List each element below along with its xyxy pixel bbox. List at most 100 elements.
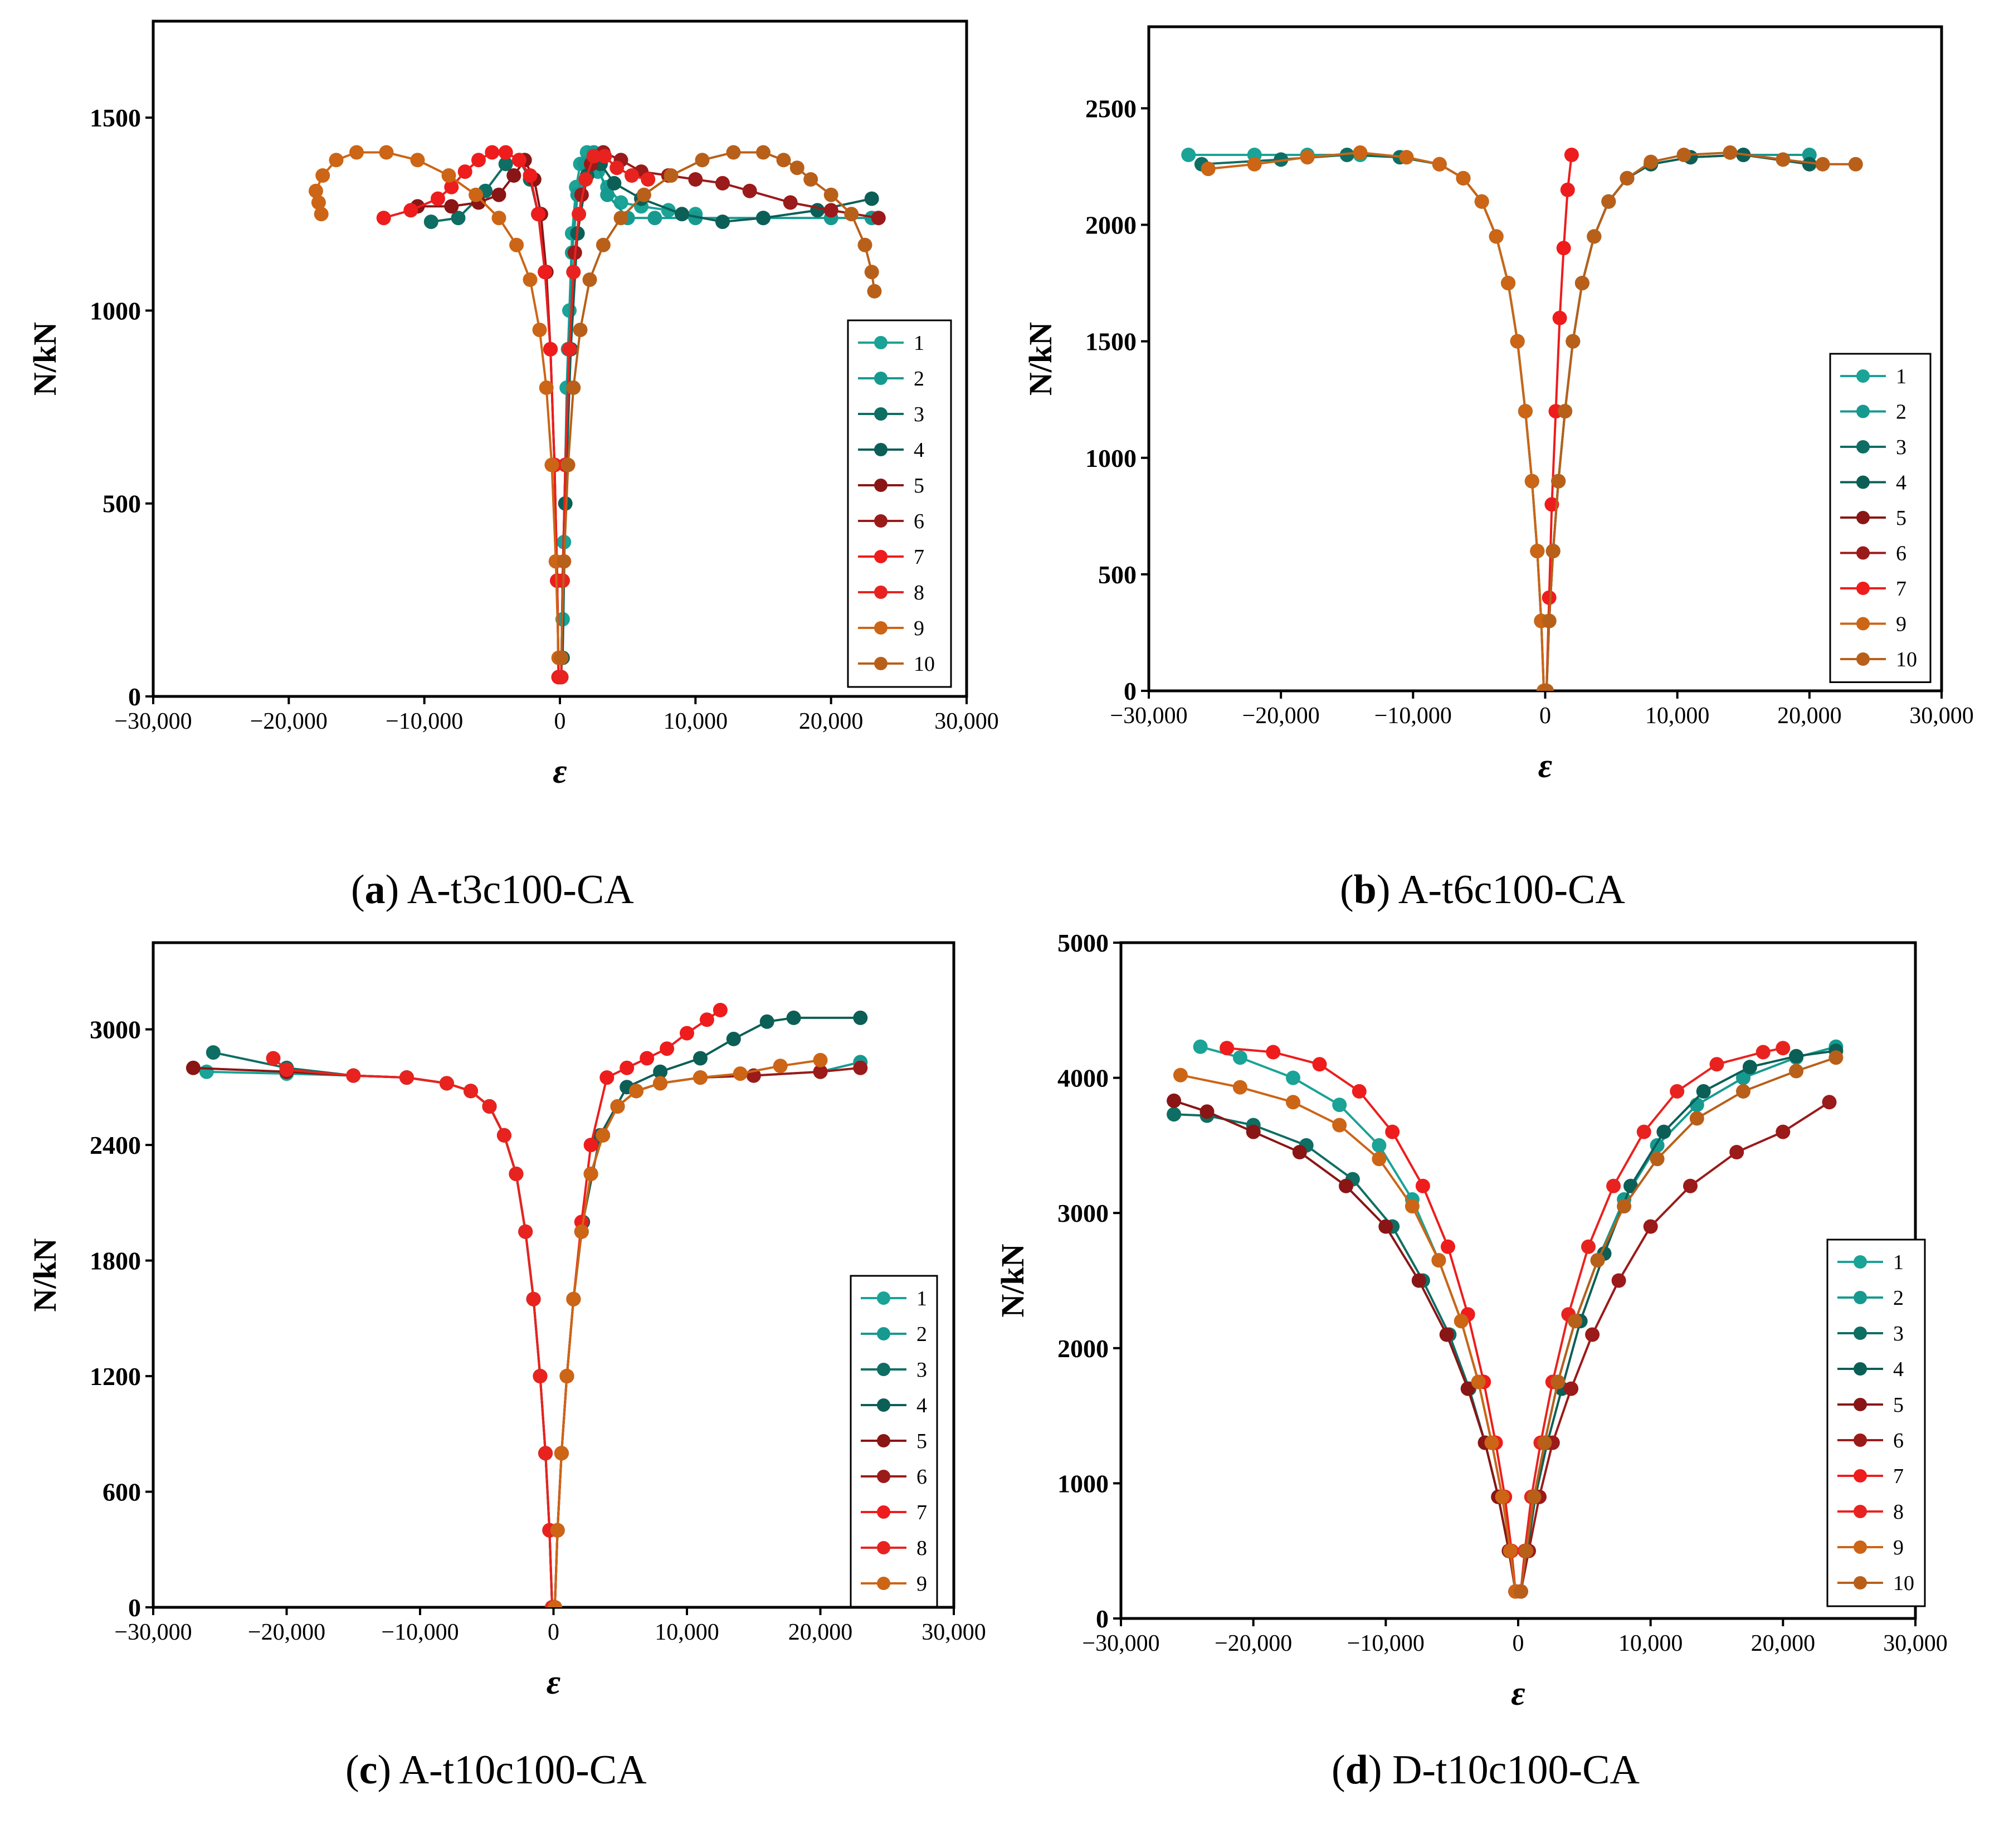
data-point-10	[1620, 170, 1635, 186]
data-point-9	[1399, 150, 1414, 165]
legend: 1 2 3 4 5 6 7 8 9 10	[1826, 1238, 1926, 1607]
legend-marker-8	[874, 586, 888, 599]
x-tick-label: 20,000	[788, 1620, 853, 1645]
data-point-8	[625, 168, 639, 183]
plot-frame	[1119, 941, 1917, 1620]
data-point-5	[1378, 1219, 1393, 1234]
data-point-9	[1489, 229, 1504, 244]
legend-marker-5	[874, 479, 888, 492]
legend-box	[847, 319, 952, 688]
data-point-8	[586, 149, 601, 164]
data-point-10	[1537, 1435, 1552, 1450]
data-point-7	[1312, 1057, 1327, 1072]
data-point-9	[1510, 334, 1525, 349]
data-point-10	[726, 145, 741, 160]
plot-frame	[152, 941, 955, 1609]
data-point-8	[1709, 1057, 1724, 1072]
data-point-10	[1574, 276, 1589, 291]
data-point-8	[538, 1446, 553, 1461]
data-point-1	[1181, 148, 1196, 162]
legend-label-4: 4	[916, 1394, 927, 1417]
data-point-8	[578, 172, 593, 187]
data-point-9	[349, 145, 364, 160]
data-point-9	[311, 195, 326, 210]
data-point-6	[853, 1060, 868, 1075]
data-point-5	[491, 187, 506, 202]
x-axis-label: ε	[1538, 747, 1552, 785]
series-line-5	[417, 158, 560, 677]
data-point-6	[1822, 1095, 1837, 1110]
x-tick-label: 0	[548, 1620, 559, 1645]
legend-label-2: 2	[914, 367, 924, 391]
data-point-5	[1246, 1124, 1261, 1139]
data-point-10	[864, 265, 879, 280]
data-point-10	[1545, 544, 1561, 559]
x-tick-label: 30,000	[1909, 703, 1974, 729]
legend-label-7: 7	[914, 545, 924, 569]
data-point-6	[813, 1064, 828, 1079]
y-tick-label: 2000	[1085, 211, 1137, 240]
data-point-8	[399, 1070, 414, 1085]
data-point-8	[566, 265, 581, 280]
x-tick-label: 30,000	[1883, 1631, 1948, 1656]
data-point-9	[1501, 276, 1516, 291]
legend-marker-7	[877, 1505, 890, 1519]
data-point-9	[1530, 544, 1545, 559]
series-line-9	[314, 151, 560, 658]
data-point-1	[199, 1064, 214, 1079]
data-point-10	[1736, 1084, 1750, 1099]
data-point-8	[439, 1076, 454, 1091]
data-point-6	[1564, 1381, 1579, 1396]
y-tick-label: 600	[103, 1478, 141, 1506]
y-tick-label: 1500	[90, 104, 141, 132]
data-point-10	[664, 168, 679, 183]
legend-marker-7	[1854, 1469, 1867, 1483]
series-line-10	[1545, 151, 1856, 691]
data-point-10	[695, 153, 710, 168]
data-point-7	[640, 1051, 655, 1066]
series-line-7	[383, 151, 560, 677]
data-point-3	[1339, 148, 1354, 162]
legend-marker-10	[1854, 1576, 1867, 1589]
legend-marker-1	[1854, 1255, 1867, 1269]
legend: 1 2 3 4 5 6 7 8 9 10	[847, 319, 952, 688]
legend-marker-9	[877, 1577, 890, 1590]
data-point-8	[609, 160, 625, 175]
data-point-10	[1828, 1050, 1844, 1065]
chart-panel-b: −30,000 −20,000 −10,000 0 10,000 20,000 30,000…	[1022, 25, 1974, 785]
x-tick-label: −30,000	[114, 709, 192, 734]
data-point-7	[583, 1138, 598, 1153]
data-point-9	[1372, 1152, 1387, 1167]
legend-label-5: 5	[916, 1430, 927, 1453]
legend-marker-2	[874, 372, 888, 385]
chart-panel-a: −30,000 −20,000 −10,000 0 10,000 20,000 30,000…	[27, 19, 999, 791]
legend-label-4: 4	[914, 438, 924, 462]
data-point-7	[1266, 1045, 1281, 1060]
data-point-4	[864, 191, 879, 206]
data-point-7	[1556, 241, 1571, 256]
data-point-8	[1670, 1084, 1685, 1099]
x-axis-label: ε	[547, 1664, 560, 1701]
data-point-9	[379, 145, 394, 160]
series-line-10	[1519, 1056, 1837, 1592]
data-point-10	[566, 380, 581, 395]
series-line-7	[553, 1009, 721, 1607]
data-point-7	[1564, 148, 1579, 162]
data-point-5	[1411, 1273, 1426, 1288]
x-tick-label: 30,000	[921, 1620, 986, 1645]
data-point-10	[554, 650, 569, 665]
caption-d: (d) D-t10c100-CA	[1332, 1747, 1640, 1793]
data-point-10	[613, 211, 628, 226]
data-point-10	[560, 457, 576, 472]
data-point-3	[1274, 152, 1289, 167]
legend-marker-1	[1856, 369, 1870, 383]
data-point-9	[509, 237, 524, 252]
data-point-10	[1568, 1314, 1583, 1329]
series-line-5	[193, 1066, 554, 1607]
data-point-7	[512, 153, 526, 168]
series-line-6	[553, 1066, 861, 1607]
data-point-7	[1560, 182, 1575, 197]
legend-marker-8	[877, 1541, 890, 1554]
legend-label-1: 1	[916, 1287, 927, 1310]
